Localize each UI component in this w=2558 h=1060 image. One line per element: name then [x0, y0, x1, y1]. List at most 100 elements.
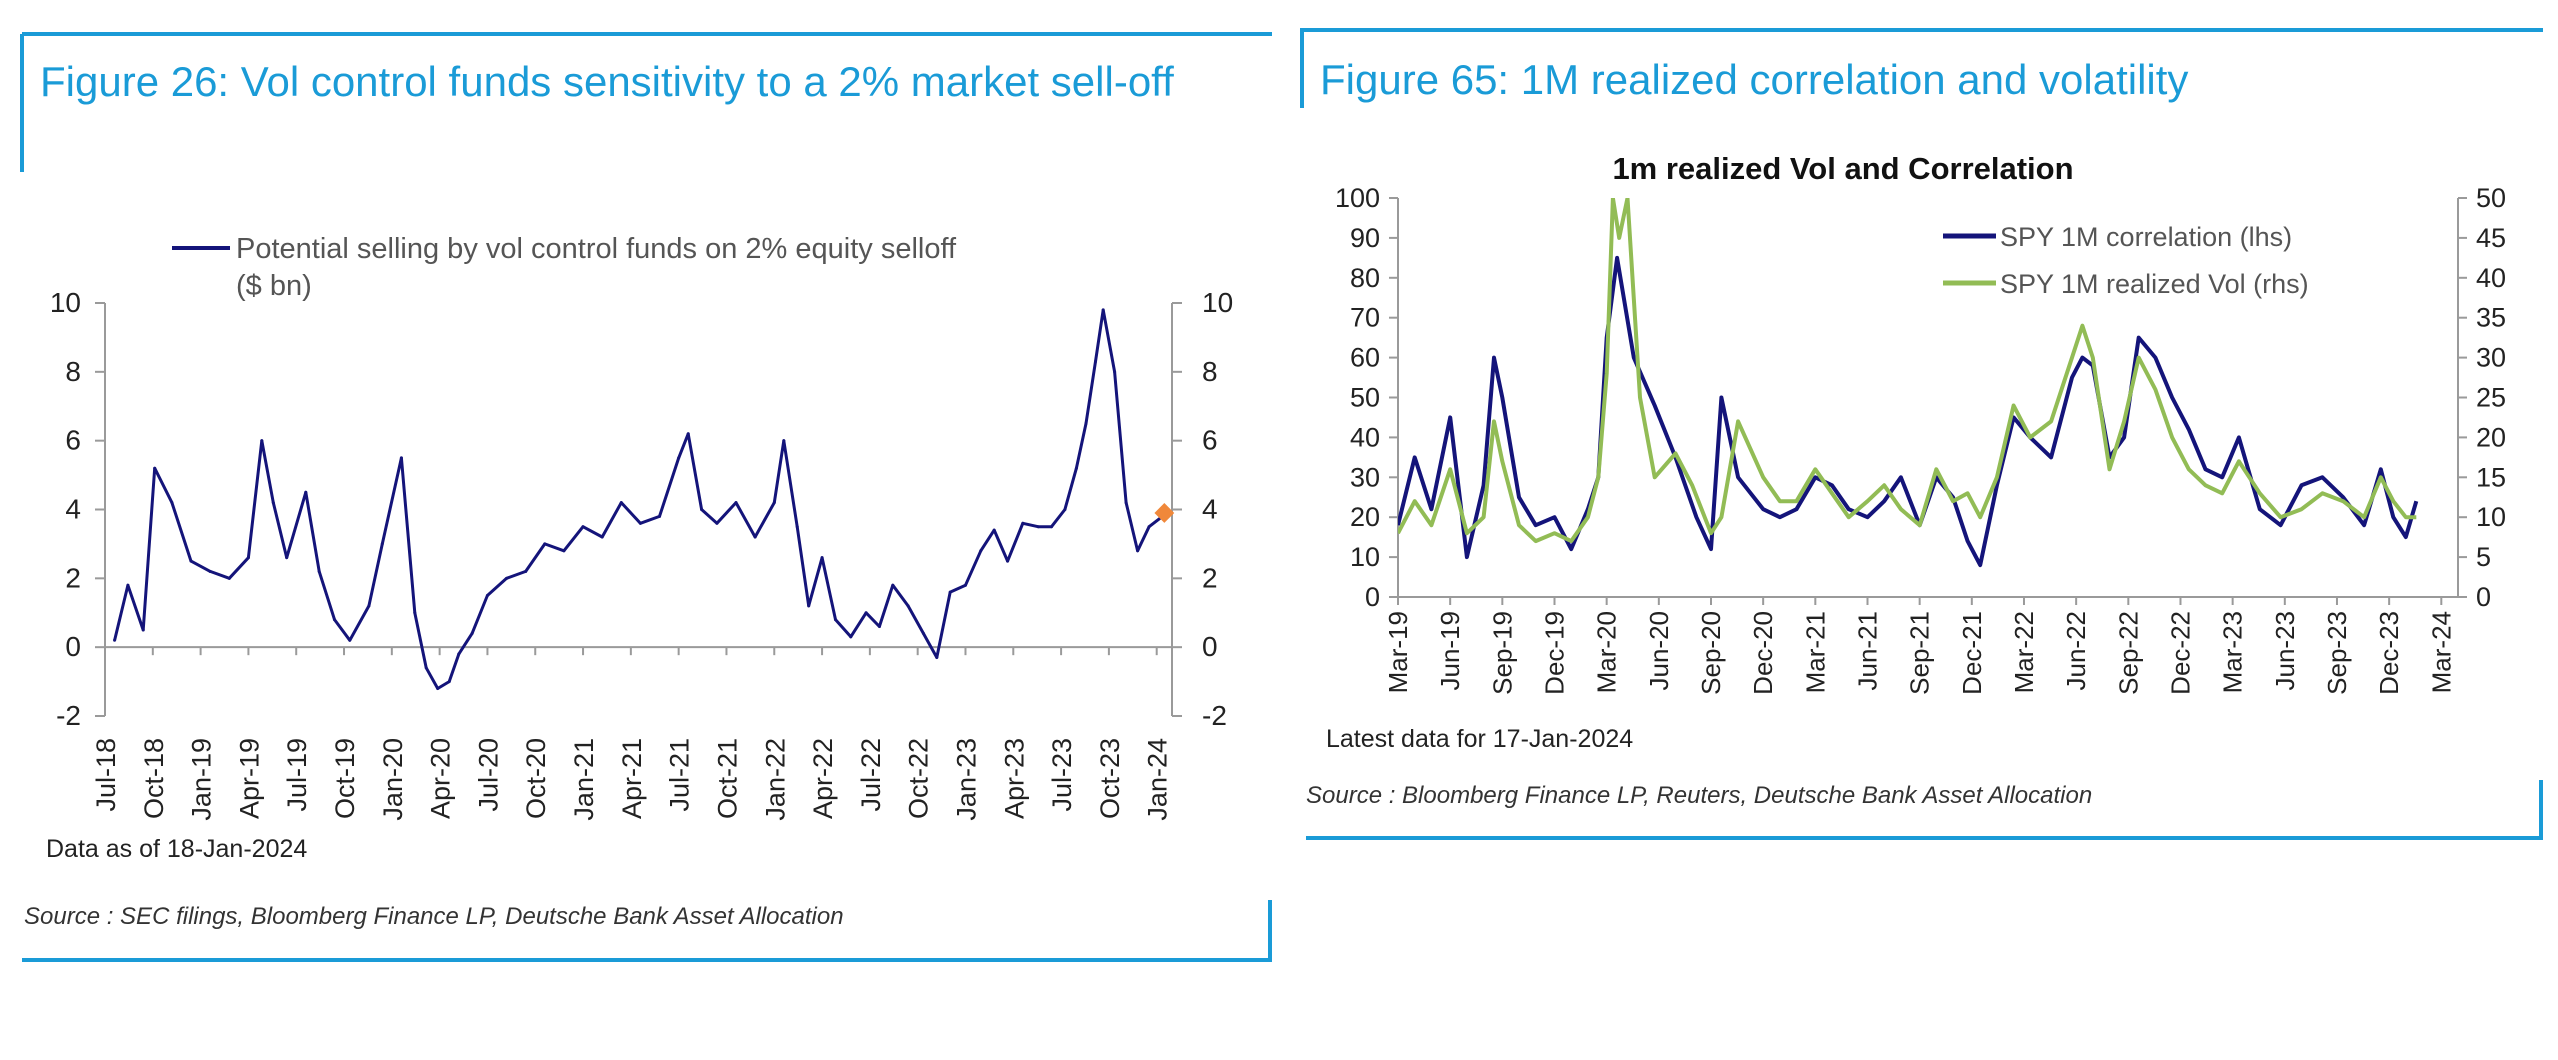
x-tick-label: Mar-24: [2426, 611, 2456, 693]
y-tick-label-right: 10: [2476, 502, 2506, 532]
x-tick-label: Jan-21: [569, 738, 599, 821]
vol-control-selling-point: [543, 542, 547, 546]
vol-control-selling-point: [399, 456, 403, 460]
vol-control-selling-point: [1006, 559, 1010, 563]
vol-control-selling-point: [795, 525, 799, 529]
vol-control-selling-point: [935, 655, 939, 659]
x-tick-label: Sep-22: [2113, 611, 2143, 695]
figure-65-frame: [1300, 28, 2543, 840]
vol-control-selling-point: [1113, 370, 1117, 374]
x-tick-label: Jan-20: [378, 738, 408, 821]
y-tick-label-right: 30: [2476, 343, 2506, 373]
y-tick-label-right: 4: [1202, 494, 1218, 525]
x-tick-label: Mar-20: [1592, 611, 1622, 693]
legend-label-vol: SPY 1M realized Vol (rhs): [2000, 269, 2309, 299]
y-tick-label-left: 80: [1350, 263, 1380, 293]
figure-26-title: Figure 26: Vol control funds sensitivity…: [40, 58, 1174, 105]
figure-26-data-note: Data as of 18-Jan-2024: [46, 835, 308, 863]
y-tick-label-left: 40: [1350, 422, 1380, 452]
x-tick-label: Sep-21: [1905, 611, 1935, 695]
vol-control-selling-point: [734, 501, 738, 505]
vol-control-selling-point: [457, 652, 461, 656]
legend-label-line-2: ($ bn): [236, 270, 312, 302]
figure-65-chart: 1m realized Vol and Correlation 0 10 20 30 40…: [1335, 151, 2506, 695]
y-tick-label-right: 35: [2476, 303, 2506, 333]
y-tick-label-left: 100: [1335, 183, 1380, 213]
y-tick-label-left: 0: [65, 631, 81, 662]
y-tick-label-right: 10: [1202, 287, 1233, 318]
vol-control-selling-point: [505, 576, 509, 580]
y-tick-label-right: 20: [2476, 422, 2506, 452]
x-tick-label: Jan-22: [760, 738, 790, 821]
y-tick-label-left: 20: [1350, 502, 1380, 532]
y-tick-label-left: 0: [1365, 582, 1380, 612]
x-tick-label: Mar-23: [2218, 611, 2248, 693]
x-tick-label: Dec-22: [2165, 611, 2195, 695]
vol-control-selling-point: [772, 501, 776, 505]
x-tick-label: Jan-23: [951, 738, 981, 821]
x-tick-label: Apr-21: [617, 738, 647, 819]
vol-control-selling-point: [619, 501, 623, 505]
vol-control-selling-point: [600, 535, 604, 539]
spy-realized-vol-line: [1398, 198, 2417, 544]
x-tick-label: Jul-19: [282, 738, 312, 812]
vol-control-selling-point: [1084, 421, 1088, 425]
vol-control-selling-point: [948, 590, 952, 594]
y-tick-label-left: 6: [65, 425, 81, 456]
x-tick-label: Dec-20: [1748, 611, 1778, 695]
vol-control-selling-point: [782, 439, 786, 443]
y-tick-label-right: 0: [2476, 582, 2491, 612]
legend-label: Potential selling by vol control funds o…: [236, 233, 957, 302]
legend-label-correlation: SPY 1M correlation (lhs): [2000, 222, 2292, 252]
figure-26-source: Source : SEC filings, Bloomberg Finance …: [24, 903, 844, 930]
x-tick-label: Oct-20: [521, 738, 551, 819]
x-tick-label: Mar-21: [1800, 611, 1830, 693]
figure-65-source: Source : Bloomberg Finance LP, Reuters, …: [1306, 782, 2093, 809]
y-tick-label-left: 30: [1350, 462, 1380, 492]
vol-control-selling-point: [658, 514, 662, 518]
figure-65-data-note: Latest data for 17-Jan-2024: [1326, 725, 1634, 753]
vol-control-selling-point: [367, 604, 371, 608]
vol-control-selling-point: [1136, 549, 1140, 553]
x-tick-label: Jun-20: [1644, 611, 1674, 691]
vol-control-selling-point: [1074, 466, 1078, 470]
x-tick-label: Mar-19: [1383, 611, 1413, 693]
x-tick-label: Jan-19: [187, 738, 217, 821]
y-tick-label-left: 50: [1350, 383, 1380, 413]
vol-control-selling-point: [317, 569, 321, 573]
vol-control-selling-point: [849, 635, 853, 639]
y-tick-label-right: 8: [1202, 356, 1218, 387]
x-tick-label: Jul-22: [856, 738, 886, 812]
vol-control-selling-point: [170, 501, 174, 505]
vol-control-selling-point: [485, 594, 489, 598]
vol-control-selling-point: [638, 521, 642, 525]
y-tick-label-left: 10: [50, 287, 81, 318]
x-tick-label: Apr-23: [999, 738, 1029, 819]
figure-65-panel: Figure 65: 1M realized correlation and v…: [1298, 0, 2558, 1005]
vol-control-selling-point: [807, 604, 811, 608]
vol-control-selling-point: [1021, 521, 1025, 525]
y-tick-label-right: 25: [2476, 383, 2506, 413]
vol-control-selling-point: [877, 625, 881, 629]
y-tick-label-right: 5: [2476, 542, 2491, 572]
x-tick-label: Oct-19: [330, 738, 360, 819]
x-tick-label: Dec-19: [1539, 611, 1569, 695]
x-tick-label: Jun-19: [1435, 611, 1465, 691]
x-tick-label: Jun-23: [2270, 611, 2300, 691]
vol-control-selling-point: [562, 549, 566, 553]
y-tick-label-right: -2: [1202, 700, 1227, 731]
y-tick-label-right: 45: [2476, 223, 2506, 253]
vol-control-selling-point: [348, 638, 352, 642]
y-tick-label-left: 2: [65, 562, 81, 593]
vol-control-selling-point: [246, 556, 250, 560]
x-tick-label: Jun-21: [1852, 611, 1882, 691]
y-tick-label-right: 15: [2476, 462, 2506, 492]
vol-control-selling-point: [963, 583, 967, 587]
vol-control-selling-point: [833, 618, 837, 622]
spy-correlation-line: [1398, 255, 2419, 568]
latest-value-marker: [1154, 503, 1175, 523]
y-tick-label-right: 6: [1202, 425, 1218, 456]
y-tick-label-right: 0: [1202, 631, 1218, 662]
x-tick-label: Sep-19: [1487, 611, 1517, 695]
vol-control-selling-point: [227, 576, 231, 580]
